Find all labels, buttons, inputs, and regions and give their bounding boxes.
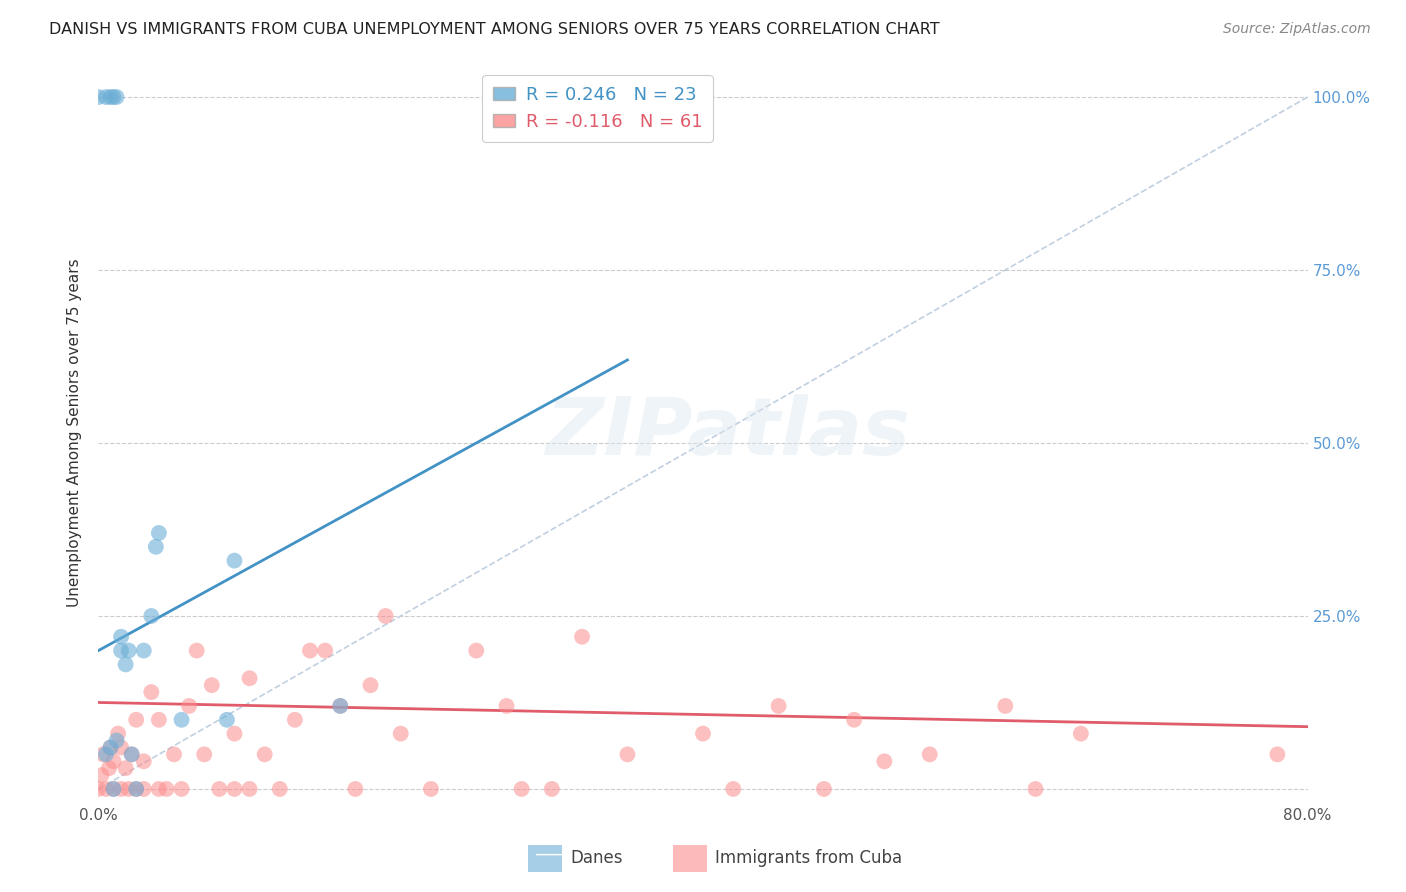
Point [224,781,246,796]
Point [148,713,170,727]
Point [284,713,307,727]
Point [844,713,866,727]
Point [723,781,745,796]
Text: DANISH VS IMMIGRANTS FROM CUBA UNEMPLOYMENT AMONG SENIORS OVER 75 YEARS CORRELAT: DANISH VS IMMIGRANTS FROM CUBA UNEMPLOYM… [49,22,939,37]
Point [125,713,148,727]
Point [100,740,122,755]
Point [132,781,155,796]
Point [94,747,117,762]
Point [224,554,246,568]
Point [420,781,443,796]
Point [768,698,790,713]
FancyBboxPatch shape [672,845,707,871]
Point [329,698,352,713]
Point [163,747,186,762]
Point [105,733,128,747]
Point [98,761,121,775]
Point [616,747,638,762]
Text: Source: ZipAtlas.com: Source: ZipAtlas.com [1223,22,1371,37]
Point [201,678,224,692]
Point [1070,726,1092,740]
Point [495,698,517,713]
Point [465,643,488,657]
Point [193,747,215,762]
Point [103,754,125,768]
Point [186,643,208,657]
Text: ZIPatlas: ZIPatlas [544,393,910,472]
Point [94,781,117,796]
Point [692,726,714,740]
Point [239,781,262,796]
Point [145,540,167,554]
Point [360,678,382,692]
Point [87,90,110,104]
Text: Danes: Danes [569,849,623,867]
Point [103,781,125,796]
Point [105,90,128,104]
Point [110,643,132,657]
Point [100,740,122,755]
Point [87,781,110,796]
Point [94,90,117,104]
Point [132,643,155,657]
Point [813,781,835,796]
Point [110,740,132,755]
Point [100,90,122,104]
Point [179,698,201,713]
Point [110,630,132,644]
Point [118,643,141,657]
Point [121,747,143,762]
Point [132,754,155,768]
Point [269,781,291,796]
Point [224,726,246,740]
Point [107,726,129,740]
Point [110,781,132,796]
Y-axis label: Unemployment Among Seniors over 75 years: Unemployment Among Seniors over 75 years [67,259,83,607]
Point [873,754,896,768]
Point [314,643,336,657]
Point [121,747,143,762]
Point [994,698,1017,713]
Point [103,90,125,104]
Point [253,747,276,762]
Point [114,657,136,672]
Point [329,698,352,713]
Point [239,671,262,685]
Point [918,747,941,762]
Point [170,713,193,727]
Point [118,781,141,796]
Point [1267,747,1289,762]
Text: Immigrants from Cuba: Immigrants from Cuba [716,849,903,867]
Point [103,781,125,796]
Legend: R = 0.246   N = 23, R = -0.116   N = 61: R = 0.246 N = 23, R = -0.116 N = 61 [482,75,713,142]
Point [208,781,231,796]
Point [155,781,177,796]
Point [540,781,562,796]
Point [90,768,112,782]
Point [299,643,322,657]
Point [148,781,170,796]
Point [344,781,367,796]
Point [114,761,136,775]
Point [170,781,193,796]
Point [1024,781,1046,796]
Point [125,781,148,796]
Point [141,685,163,699]
Point [125,781,148,796]
Point [374,609,396,624]
Point [91,747,114,762]
Point [141,609,163,624]
Point [510,781,533,796]
Point [215,713,238,727]
Point [571,630,593,644]
Point [389,726,412,740]
FancyBboxPatch shape [527,845,561,871]
Point [148,525,170,540]
